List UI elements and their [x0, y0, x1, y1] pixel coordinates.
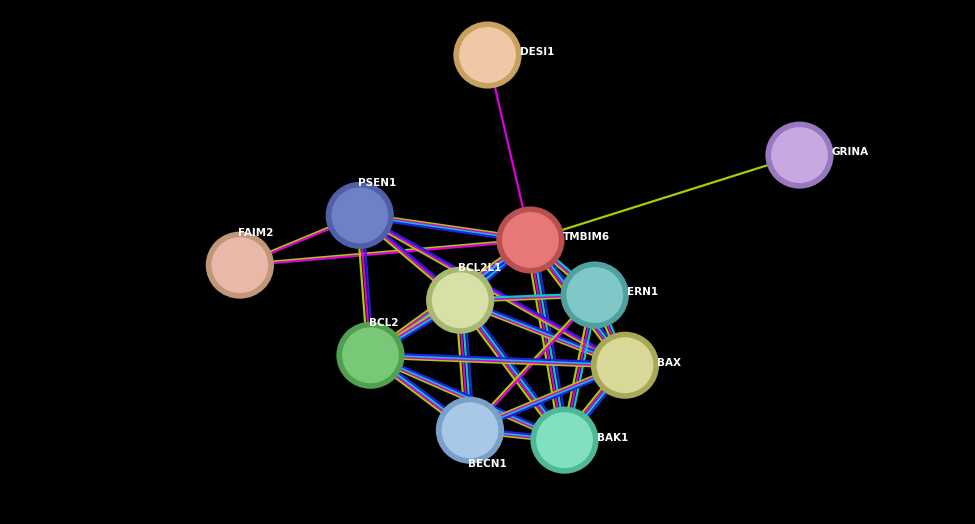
Text: BCL2L1: BCL2L1: [458, 263, 501, 273]
Ellipse shape: [431, 271, 489, 329]
Ellipse shape: [211, 236, 269, 294]
Text: DESI1: DESI1: [520, 47, 554, 58]
Text: BAK1: BAK1: [597, 432, 628, 443]
Ellipse shape: [501, 211, 560, 269]
Ellipse shape: [535, 411, 594, 469]
Ellipse shape: [441, 401, 499, 459]
Ellipse shape: [341, 326, 400, 384]
Ellipse shape: [496, 206, 565, 274]
Text: ERN1: ERN1: [627, 287, 658, 298]
Text: BAX: BAX: [657, 357, 682, 368]
Text: BCL2: BCL2: [369, 318, 398, 328]
Ellipse shape: [426, 267, 494, 334]
Ellipse shape: [530, 407, 599, 474]
Ellipse shape: [326, 182, 394, 249]
Ellipse shape: [591, 332, 659, 399]
Text: FAIM2: FAIM2: [238, 227, 273, 238]
Text: PSEN1: PSEN1: [358, 178, 396, 188]
Text: BECN1: BECN1: [468, 459, 507, 470]
Ellipse shape: [770, 126, 829, 184]
Ellipse shape: [436, 397, 504, 464]
Text: GRINA: GRINA: [832, 147, 869, 158]
Ellipse shape: [206, 232, 274, 299]
Ellipse shape: [561, 261, 629, 329]
Ellipse shape: [331, 187, 389, 244]
Ellipse shape: [596, 336, 654, 394]
Ellipse shape: [458, 26, 517, 84]
Ellipse shape: [453, 21, 522, 89]
Ellipse shape: [336, 322, 405, 389]
Text: TMBIM6: TMBIM6: [563, 232, 609, 243]
Ellipse shape: [566, 266, 624, 324]
Ellipse shape: [765, 122, 834, 189]
